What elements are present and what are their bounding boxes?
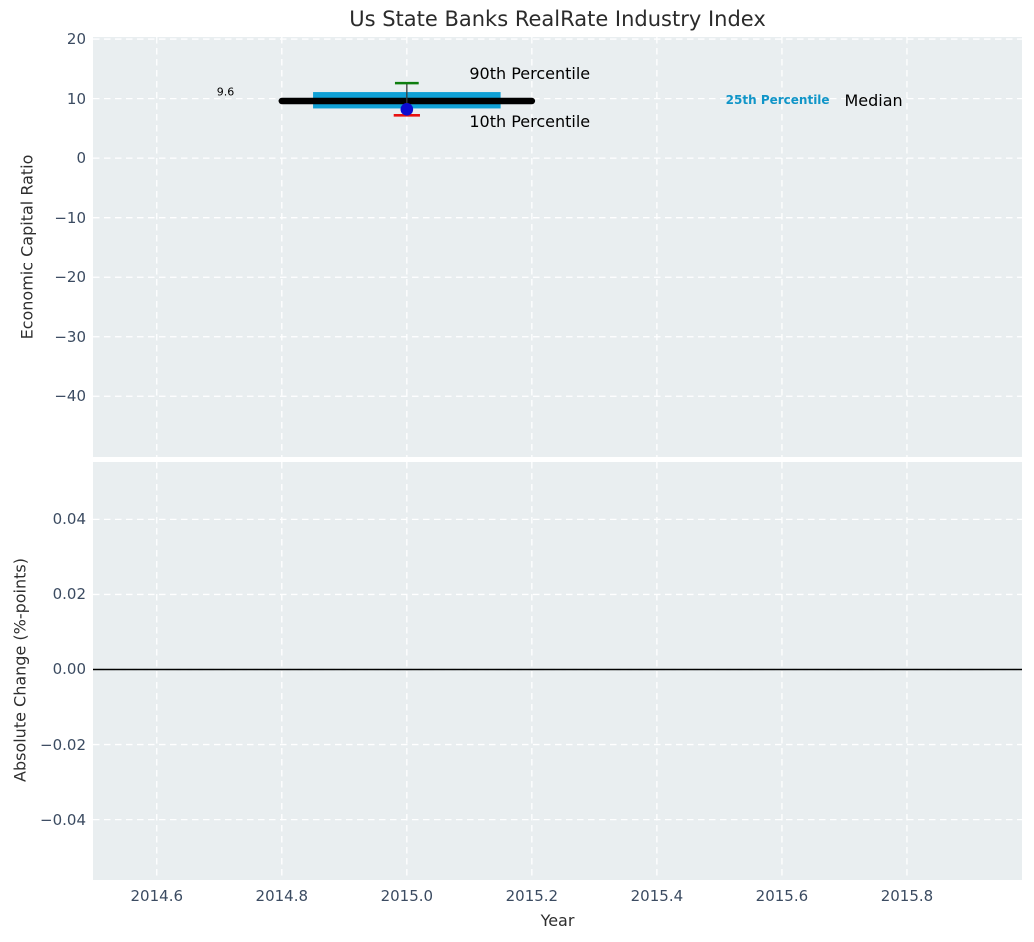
- ylabel-absolute-change: Absolute Change (%-points): [10, 558, 30, 782]
- y-tick-label: 0: [76, 149, 86, 168]
- y-tick-label: −30: [54, 327, 86, 346]
- x-tick-label: 2015.0: [380, 887, 434, 905]
- y-tick-label: 10: [66, 89, 86, 108]
- chart-title: Us State Banks RealRate Industry Index: [349, 7, 766, 31]
- annotation-10th-percentile: 10th Percentile: [469, 112, 591, 132]
- annotation-median: Median: [844, 90, 903, 110]
- annotation-90th-percentile: 90th Percentile: [469, 64, 591, 84]
- y-tick-label: 20: [66, 30, 86, 49]
- y-tick-label: −20: [54, 268, 86, 287]
- y-tick-label: 0.02: [52, 585, 86, 604]
- bottom-axes: [93, 462, 1022, 880]
- xlabel-year: Year: [540, 911, 575, 930]
- y-tick-label: 0.04: [52, 510, 86, 529]
- y-tick-label: −40: [54, 387, 86, 406]
- x-tick-label: 2014.8: [255, 887, 309, 905]
- top-axes: [93, 37, 1022, 457]
- y-tick-label: 0.00: [52, 660, 86, 679]
- x-tick-label: 2014.6: [130, 887, 184, 905]
- y-tick-label: −0.02: [40, 735, 86, 754]
- x-tick-label: 2015.6: [755, 887, 809, 905]
- annotation-25th-percentile: 25th Percentile: [725, 93, 830, 108]
- y-tick-label: −0.04: [40, 810, 86, 829]
- x-tick-label: 2015.4: [630, 887, 684, 905]
- ylabel-economic-capital-ratio: Economic Capital Ratio: [17, 154, 37, 340]
- annotation-9-6: 9.6: [216, 85, 235, 99]
- company-point: [400, 103, 414, 116]
- x-tick-label: 2015.8: [880, 887, 934, 905]
- x-tick-label: 2015.2: [505, 887, 559, 905]
- y-tick-label: −10: [54, 208, 86, 227]
